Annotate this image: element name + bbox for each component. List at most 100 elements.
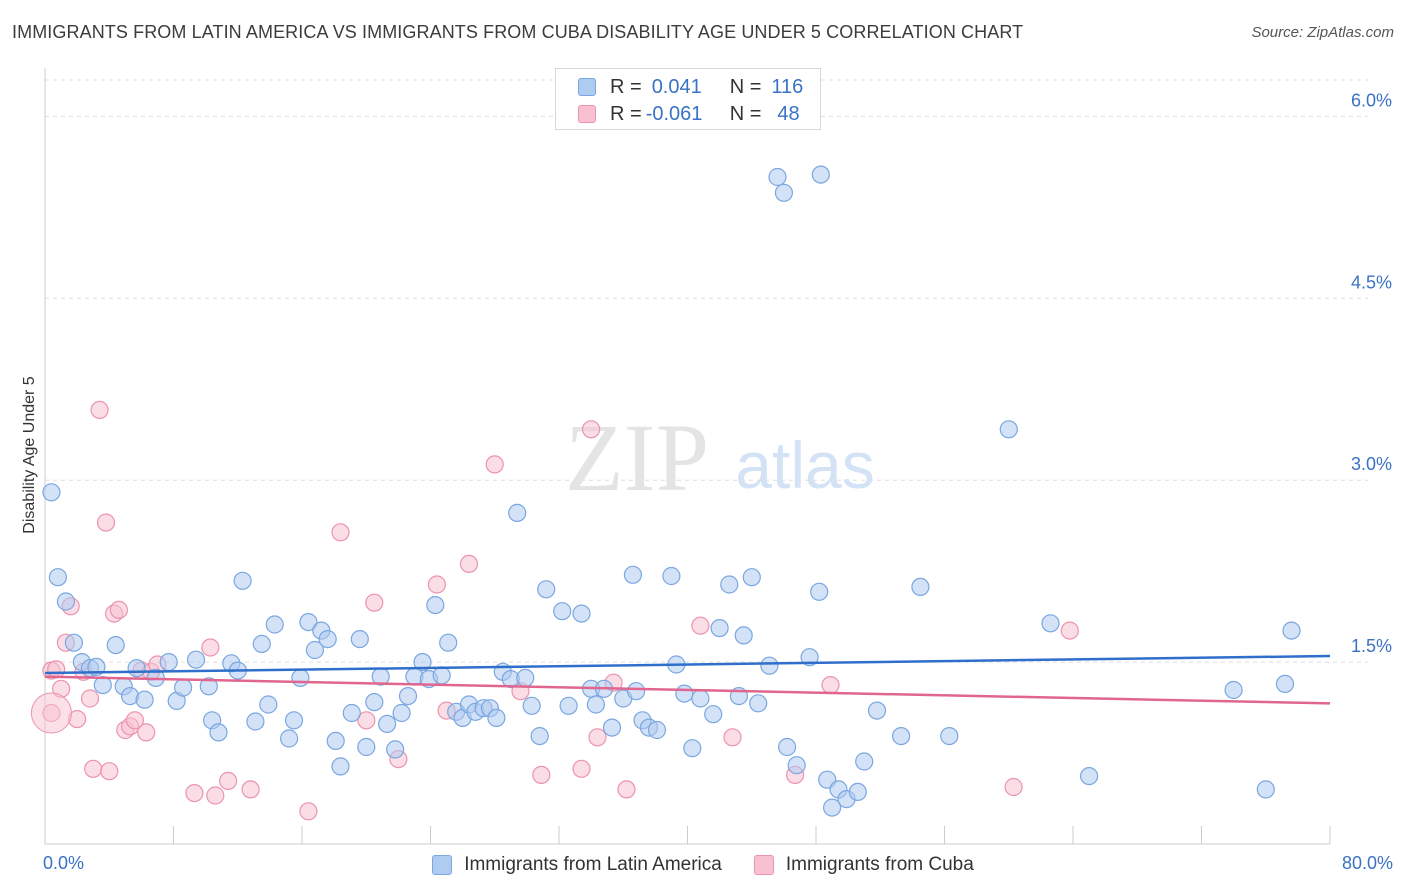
latin-america-point-47 [413, 652, 432, 672]
legend-n-value: 116 [771, 75, 804, 98]
latin-america-point-42 [378, 714, 397, 734]
latin-america-point-43 [386, 740, 405, 759]
cuba-point-26 [241, 780, 260, 799]
latin-america-point-36 [331, 757, 350, 776]
latin-america-point-64 [530, 726, 549, 746]
latin-america-point-28 [280, 729, 299, 748]
x-tick-label-1: 80.0% [1342, 853, 1393, 873]
cuba-point-29 [357, 711, 376, 730]
latin-america-point-1 [48, 568, 68, 587]
latin-america-point-18 [199, 677, 218, 696]
latin-america-point-66 [553, 602, 572, 621]
cuba-point-40 [588, 728, 607, 747]
cuba-point-10 [90, 400, 109, 419]
latin-america-point-114 [848, 782, 867, 802]
latin-america-point-39 [357, 737, 376, 757]
latin-america-point-102 [911, 577, 930, 597]
cuba-point-27 [299, 802, 318, 821]
trend-line-cuba [44, 675, 1331, 705]
latin-america-point-93 [787, 756, 806, 775]
latin-america-point-75 [626, 682, 646, 701]
latin-america-point-11 [127, 659, 146, 678]
latin-america-point-30 [291, 668, 310, 688]
legend-label-cuba: Immigrants from Cuba [785, 854, 974, 875]
latin-america-point-20 [209, 723, 228, 742]
legend-swatch-cuba [753, 855, 774, 875]
latin-america-point-79 [662, 566, 681, 586]
latin-america-point-12 [135, 690, 154, 709]
legend-r-label: R = [610, 102, 642, 125]
cuba-point-38 [572, 759, 591, 778]
latin-america-point-49 [426, 595, 445, 615]
latin-america-point-17 [186, 650, 206, 669]
latin-america-point-65 [537, 580, 556, 599]
legend-n-label: N = [729, 102, 762, 125]
cuba-point-46 [821, 675, 840, 695]
legend-r-value: -0.061 [645, 102, 703, 125]
latin-america-point-104 [999, 420, 1018, 439]
cuba-point-37 [532, 765, 551, 785]
cuba-point-28 [331, 523, 350, 542]
latin-america-point-85 [710, 618, 729, 638]
latin-america-point-23 [233, 571, 252, 590]
trend-lines [44, 654, 1331, 705]
latin-america-point-24 [246, 712, 265, 731]
latin-america-point-88 [734, 626, 753, 645]
cuba-point-12 [100, 762, 119, 781]
correlation-legend: R = 0.041 N = 116 R = -0.061 N = 48 [555, 68, 821, 130]
latin-america-point-70 [586, 695, 606, 714]
cuba-point-35 [485, 455, 504, 474]
latin-america-point-2 [56, 592, 76, 611]
latin-america-point-58 [487, 708, 506, 728]
source-label: Source: ZipAtlas.com [1251, 24, 1394, 41]
watermark-atlas: atlas [735, 428, 874, 502]
latin-america-point-107 [1224, 680, 1243, 700]
watermark: ZIP atlas [565, 404, 875, 511]
legend-row-cuba: R = -0.061 N = 48 [578, 101, 800, 127]
legend-n-label: N = [729, 75, 762, 98]
latin-america-point-84 [704, 705, 723, 724]
cuba-point-9 [84, 759, 103, 778]
y-tick-label-0: 1.5% [1351, 636, 1392, 656]
latin-america-point-99 [855, 752, 874, 771]
cuba-point-8 [80, 689, 100, 708]
latin-america-point-72 [602, 718, 622, 737]
cuba-point-44 [723, 728, 742, 747]
latin-america-point-108 [1256, 780, 1275, 799]
cuba-point-22 [185, 783, 204, 803]
latin-america-point-38 [350, 629, 369, 649]
legend-item-cuba: Immigrants from Cuba [753, 854, 974, 876]
cuba-point-23 [201, 638, 220, 657]
latin-america-point-35 [326, 731, 345, 751]
latin-america-point-92 [777, 737, 797, 757]
legend-r-label: R = [610, 75, 642, 98]
latin-america-point-61 [508, 503, 527, 523]
latin-america-point-95 [810, 582, 829, 601]
cuba-point-39 [581, 420, 601, 439]
trend-line-latin-america [44, 654, 1331, 675]
cuba-point-32 [427, 575, 446, 594]
latin-america-point-100 [867, 701, 887, 720]
series-legend: Immigrants from Latin America Immigrants… [0, 852, 1406, 878]
y-tick-label-1: 3.0% [1351, 454, 1392, 474]
cuba-point-42 [617, 780, 636, 799]
latin-america-point-32 [305, 640, 324, 660]
latin-america-point-50 [432, 666, 451, 685]
latin-america-point-89 [742, 568, 761, 587]
legend-swatch-cuba [578, 105, 596, 123]
watermark-zip: ZIP [565, 404, 709, 511]
latin-america-point-31 [299, 612, 318, 632]
latin-america-point-63 [522, 696, 541, 715]
latin-america-point-16 [174, 678, 193, 697]
latin-america-point-26 [259, 695, 278, 714]
latin-america-point-111 [811, 165, 830, 184]
y-tick-label-3: 6.0% [1351, 90, 1392, 110]
cuba-point-25 [219, 771, 238, 791]
latin-america-point-86 [720, 575, 739, 594]
latin-america-point-109 [1275, 674, 1295, 694]
legend-r-value: 0.041 [651, 75, 702, 98]
latin-america-point-110 [1282, 621, 1301, 640]
latin-america-point-90 [749, 694, 768, 713]
legend-swatch-latin-america [578, 78, 596, 96]
